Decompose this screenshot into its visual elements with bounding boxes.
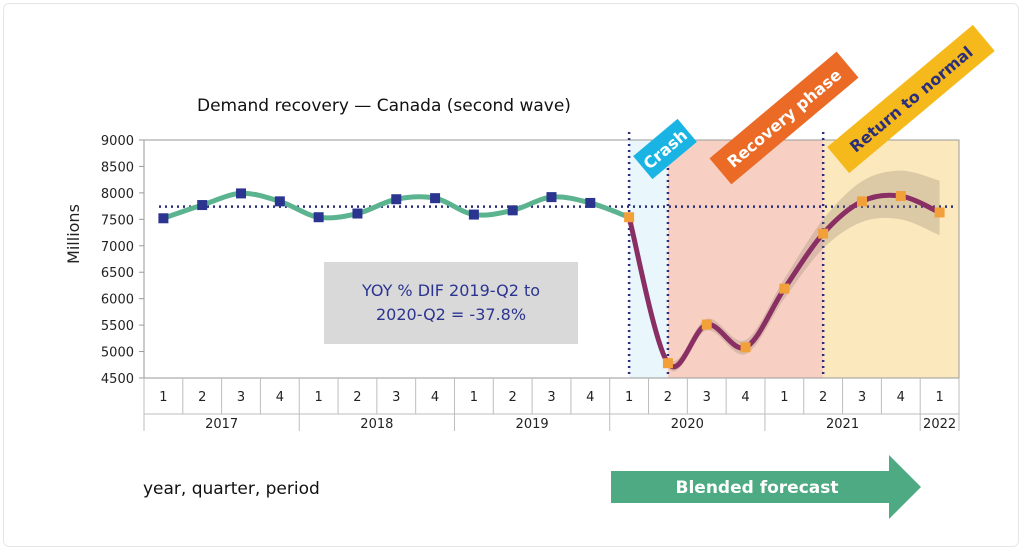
data-point-actual — [274, 196, 285, 207]
data-point-forecast — [662, 358, 673, 369]
year-label: 2020 — [671, 417, 704, 432]
quarter-label: 3 — [858, 390, 866, 405]
data-point-forecast — [934, 207, 945, 218]
quarter-label: 1 — [625, 390, 633, 405]
y-tick-label: 7000 — [101, 240, 134, 255]
annotation-text: YOY % DIF 2019-Q2 to — [361, 281, 540, 300]
y-tick-label: 4500 — [101, 372, 134, 387]
year-label: 2018 — [360, 417, 393, 432]
quarter-label: 3 — [547, 390, 555, 405]
y-tick-label: 6500 — [101, 266, 134, 281]
data-point-actual — [546, 192, 557, 203]
phase-tag-bg — [709, 51, 859, 185]
annotation-text: 2020-Q2 = -37.8% — [376, 305, 526, 324]
quarter-label: 2 — [509, 390, 517, 405]
data-point-forecast — [624, 212, 635, 223]
quarter-label: 4 — [897, 390, 905, 405]
data-point-actual — [507, 205, 518, 216]
y-tick-label: 8500 — [101, 160, 134, 175]
chart-frame: 4500 5000 5500 6000 6500 7000 7500 8000 8500 9000… — [3, 3, 1019, 547]
year-label: 2019 — [516, 417, 549, 432]
quarter-label: 3 — [703, 390, 711, 405]
data-point-forecast — [779, 283, 790, 294]
quarter-label: 4 — [431, 390, 439, 405]
quarter-label: 1 — [470, 390, 478, 405]
demand-recovery-chart: 4500 5000 5500 6000 6500 7000 7500 8000 8500 9000… — [64, 24, 995, 519]
annotation-box — [324, 262, 578, 344]
y-tick-label: 8000 — [101, 187, 134, 202]
data-point-forecast — [740, 342, 751, 353]
quarter-label: 1 — [780, 390, 788, 405]
y-tick-label: 9000 — [101, 134, 134, 149]
data-point-actual — [468, 209, 479, 220]
y-tick-label: 6000 — [101, 293, 134, 308]
data-point-actual — [197, 200, 208, 211]
quarter-label: 3 — [237, 390, 245, 405]
y-axis-label: Millions — [64, 204, 83, 264]
quarter-label: 1 — [315, 390, 323, 405]
quarter-label: 2 — [664, 390, 672, 405]
blended-forecast-label: Blended forecast — [676, 478, 839, 498]
quarter-label: 4 — [741, 390, 749, 405]
y-tick-label: 5500 — [101, 319, 134, 334]
chart-title: Demand recovery — Canada (second wave) — [197, 96, 571, 116]
phase-tag-bg — [827, 24, 995, 174]
x-axis-label: year, quarter, period — [143, 479, 320, 499]
phase-band-1 — [629, 140, 668, 378]
quarter-label: 2 — [198, 390, 206, 405]
y-tick-label: 5000 — [101, 346, 134, 361]
data-point-forecast — [856, 196, 867, 207]
data-point-actual — [313, 212, 324, 223]
quarter-label: 2 — [819, 390, 827, 405]
year-label: 2022 — [923, 417, 956, 432]
phase-band-3 — [823, 140, 959, 378]
data-point-actual — [158, 213, 169, 224]
phase-tag-label: Return to normal — [846, 42, 977, 156]
phase-tag-bg — [633, 118, 697, 180]
data-point-actual — [352, 208, 363, 219]
data-point-forecast — [895, 191, 906, 202]
data-point-forecast — [818, 228, 829, 239]
quarter-label: 1 — [935, 390, 943, 405]
data-point-actual — [585, 197, 596, 208]
year-label: 2017 — [205, 417, 238, 432]
blended-forecast-arrow — [611, 455, 921, 519]
quarter-label: 1 — [159, 390, 167, 405]
data-point-forecast — [701, 319, 712, 330]
quarter-label: 2 — [353, 390, 361, 405]
year-label: 2021 — [826, 417, 859, 432]
plot-border — [143, 139, 960, 379]
data-point-actual — [430, 193, 441, 204]
data-point-actual — [391, 194, 402, 205]
y-tick-label: 7500 — [101, 213, 134, 228]
quarter-label: 4 — [276, 390, 284, 405]
quarter-label: 4 — [586, 390, 594, 405]
quarter-label: 3 — [392, 390, 400, 405]
data-point-actual — [236, 188, 247, 199]
